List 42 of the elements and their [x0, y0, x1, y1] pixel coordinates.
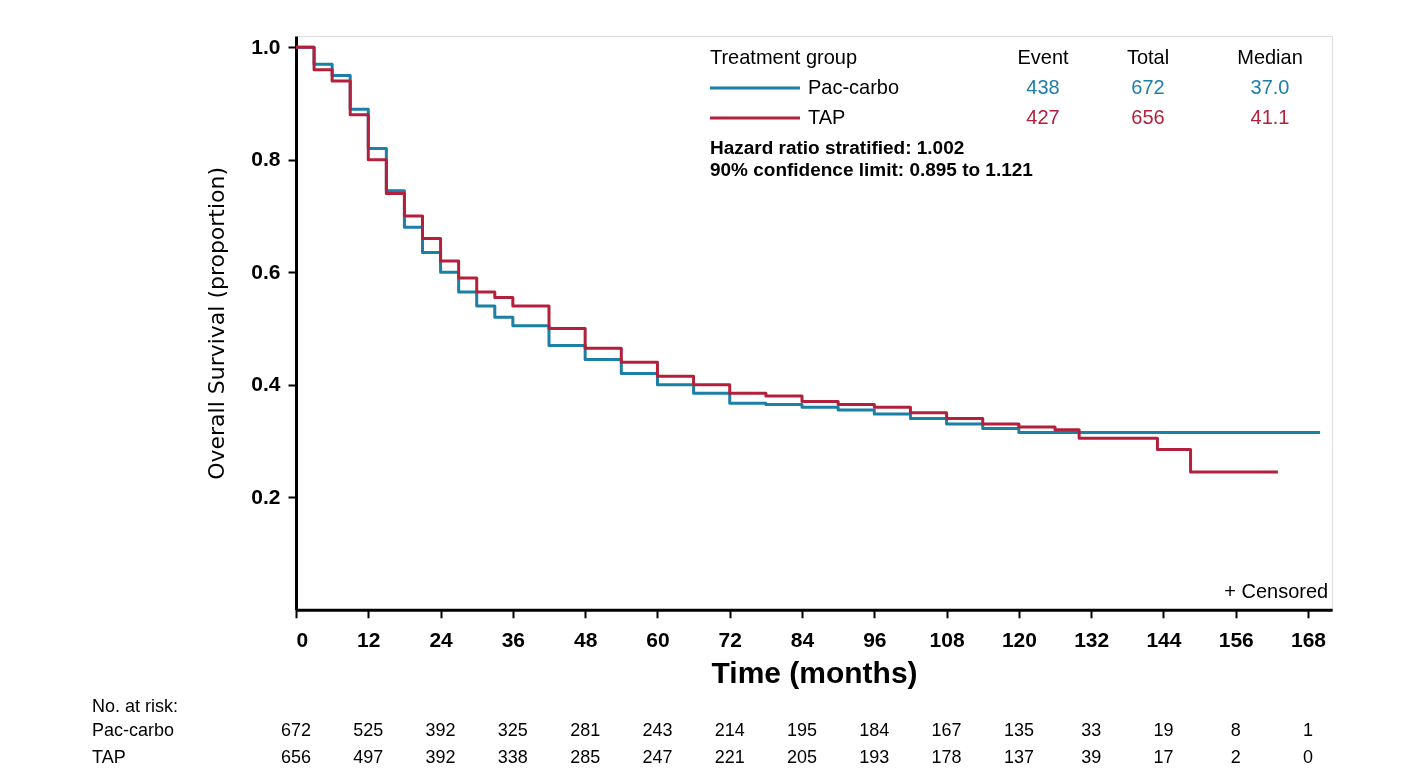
text: No. at risk:: [92, 695, 178, 716]
x-axis-title: Time (months): [711, 656, 918, 690]
annotation: 672: [1131, 76, 1165, 98]
annotation: 438: [1026, 76, 1060, 98]
text: Pac-carbo: [92, 719, 174, 740]
annotation: Hazard ratio stratified: 1.002: [710, 137, 965, 158]
x-tick-label: 96: [863, 628, 887, 652]
x-tick-label: 60: [646, 628, 670, 652]
x-tick-label: 144: [1146, 628, 1182, 652]
y-tick-label: 0.6: [251, 259, 281, 283]
text: 672 525 392 325 281 243 214 195 184 167 135 33 19 8 1: [280, 719, 1314, 740]
x-tick-label: 108: [929, 628, 965, 652]
legend-label: TAP: [808, 106, 846, 128]
legend-label: Pac-carbo: [808, 76, 900, 98]
annotation: Event: [1017, 46, 1069, 68]
x-tick-label: 120: [1001, 628, 1037, 652]
x-tick-label: 12: [357, 628, 381, 652]
annotation: 656: [1131, 106, 1165, 128]
annotation: Total: [1126, 46, 1170, 68]
x-tick-label: 132: [1074, 628, 1110, 652]
y-tick-label: 1.0: [251, 34, 281, 58]
annotation: 41.1: [1250, 106, 1290, 128]
x-tick-label: 0: [296, 628, 309, 652]
annotation: 37.0: [1250, 76, 1290, 98]
x-tick-label: 24: [429, 628, 454, 652]
y-tick-label: 0.4: [251, 372, 281, 396]
x-tick-label: 156: [1218, 628, 1254, 652]
x-tick-label: 168: [1291, 628, 1327, 652]
y-tick-label: 0.2: [251, 484, 281, 508]
text: 656 497 392 338 285 247 221 205 193 178 137 39 17 2 0: [280, 746, 1314, 767]
annotation: 90% confidence limit: 0.895 to 1.121: [710, 159, 1034, 180]
annotation: Treatment group: [710, 46, 857, 68]
annotation: + Censored: [1224, 579, 1329, 602]
x-tick-label: 48: [573, 628, 598, 652]
text: TAP: [92, 746, 126, 767]
x-tick-label: 72: [718, 628, 742, 652]
y-axis-title: Overall Survival (proportion): [204, 166, 230, 480]
x-tick-label: 84: [790, 628, 815, 652]
annotation: Median: [1237, 46, 1303, 68]
annotation: 427: [1026, 106, 1060, 128]
y-tick-label: 0.8: [251, 147, 281, 171]
x-tick-label: 36: [501, 628, 526, 652]
